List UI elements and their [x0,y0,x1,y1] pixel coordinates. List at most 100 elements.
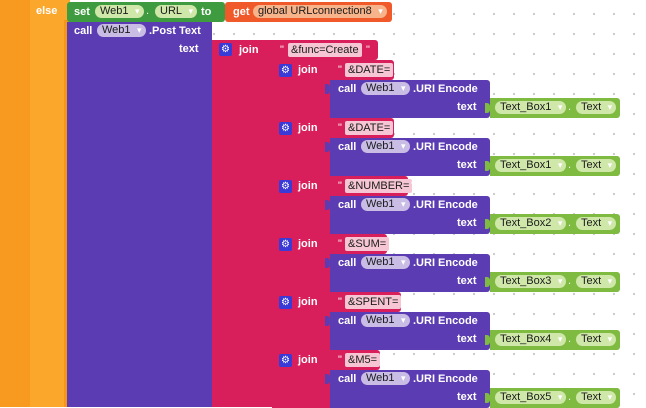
uri-call-label: call [338,199,357,211]
set-component-dropdown[interactable]: Web1 [95,5,144,18]
uri-encode-block[interactable] [330,138,490,176]
inner-join-gear-icon[interactable]: ⚙ [279,122,292,135]
textbox-dot: . [568,217,572,229]
if-else-block-rail [0,0,30,407]
uri-component-dropdown[interactable]: Web1 [361,198,410,211]
uri-encode-method: .URI Encode [413,199,478,211]
outer-join-label: join [239,44,259,56]
func-close-quote: " [366,44,370,56]
inner-join-gear-icon[interactable]: ⚙ [279,296,292,309]
param-close-quote: " [404,296,408,308]
param-string[interactable]: &DATE= [345,121,394,135]
param-open-quote: " [338,238,342,250]
else-label: else [36,5,58,17]
param-open-quote: " [338,64,342,76]
param-close-quote: " [397,122,401,134]
inner-join-label: join [298,64,318,76]
uri-text-param-label: text [457,275,477,287]
set-dot: . [146,5,150,17]
uri-encode-plug [325,142,330,152]
uri-encode-plug [325,374,330,384]
inner-join-label: join [298,238,318,250]
param-string[interactable]: &SPENT= [345,295,402,309]
inner-join-gear-icon[interactable]: ⚙ [279,180,292,193]
textbox-property-dropdown[interactable]: Text [576,159,617,172]
textbox-component-dropdown[interactable]: Text_Box1 [495,101,567,114]
func-string[interactable]: &func=Create [288,43,362,57]
inner-join-gear-icon[interactable]: ⚙ [279,238,292,251]
inner-join-label: join [298,354,318,366]
textbox-dot: . [568,101,572,113]
uri-encode-method: .URI Encode [413,315,478,327]
textbox-component-dropdown[interactable]: Text_Box5 [495,391,567,404]
call-post-label: call [74,25,93,37]
param-open-quote: " [338,296,342,308]
textbox-component-dropdown[interactable]: Text_Box1 [495,159,567,172]
uri-encode-block[interactable] [330,312,490,350]
uri-encode-block[interactable] [330,370,490,408]
uri-call-label: call [338,141,357,153]
inner-join-label: join [298,180,318,192]
textbox-dot: . [568,391,572,403]
post-text-method: .Post Text [149,25,201,37]
uri-component-dropdown[interactable]: Web1 [361,82,410,95]
uri-text-param-label: text [457,333,477,345]
textbox-property-dropdown[interactable]: Text [576,217,617,230]
textbox-getter-plug [485,161,490,171]
uri-text-param-label: text [457,217,477,229]
param-close-quote: " [390,238,394,250]
uri-encode-plug [325,316,330,326]
uri-encode-block[interactable] [330,80,490,118]
to-label: to [201,6,212,18]
uri-component-dropdown[interactable]: Web1 [361,256,410,269]
inner-join-gear-icon[interactable]: ⚙ [279,64,292,77]
uri-text-param-label: text [457,159,477,171]
textbox-getter-plug [485,277,490,287]
param-string[interactable]: &NUMBER= [345,179,413,193]
inner-join-label: join [298,296,318,308]
textbox-dot: . [568,159,572,171]
outer-join-block[interactable] [212,40,272,407]
param-close-quote: " [383,354,387,366]
textbox-getter-plug [485,335,490,345]
param-string[interactable]: &DATE= [345,63,394,77]
post-component-dropdown[interactable]: Web1 [97,24,146,37]
param-close-quote: " [411,180,415,192]
uri-component-dropdown[interactable]: Web1 [361,372,410,385]
post-text-block-body [67,62,212,407]
uri-component-dropdown[interactable]: Web1 [361,140,410,153]
inner-join-gear-icon[interactable]: ⚙ [279,354,292,367]
post-text-param-label: text [179,43,199,55]
set-property-dropdown[interactable]: URL [155,5,198,18]
textbox-property-dropdown[interactable]: Text [576,391,617,404]
param-string[interactable]: &SUM= [345,237,390,251]
uri-text-param-label: text [457,101,477,113]
get-label: get [233,6,250,18]
textbox-getter-plug [485,393,490,403]
func-open-quote: " [280,44,284,56]
textbox-property-dropdown[interactable]: Text [576,275,617,288]
textbox-property-dropdown[interactable]: Text [576,101,617,114]
global-variable-dropdown[interactable]: global URLconnection8 [253,5,387,18]
uri-encode-method: .URI Encode [413,141,478,153]
uri-call-label: call [338,373,357,385]
param-open-quote: " [338,122,342,134]
textbox-dot: . [568,275,572,287]
uri-encode-plug [325,200,330,210]
textbox-dot: . [568,333,572,345]
uri-encode-plug [325,258,330,268]
param-string[interactable]: &M5= [345,353,381,367]
textbox-getter-plug [485,103,490,113]
textbox-component-dropdown[interactable]: Text_Box4 [495,333,567,346]
param-open-quote: " [338,354,342,366]
join-mutator-gear-icon[interactable]: ⚙ [219,43,232,56]
uri-encode-method: .URI Encode [413,83,478,95]
uri-encode-block[interactable] [330,196,490,234]
uri-encode-block[interactable] [330,254,490,292]
textbox-property-dropdown[interactable]: Text [576,333,617,346]
uri-component-dropdown[interactable]: Web1 [361,314,410,327]
param-open-quote: " [338,180,342,192]
textbox-component-dropdown[interactable]: Text_Box2 [495,217,567,230]
inner-join-label: join [298,122,318,134]
textbox-component-dropdown[interactable]: Text_Box3 [495,275,567,288]
